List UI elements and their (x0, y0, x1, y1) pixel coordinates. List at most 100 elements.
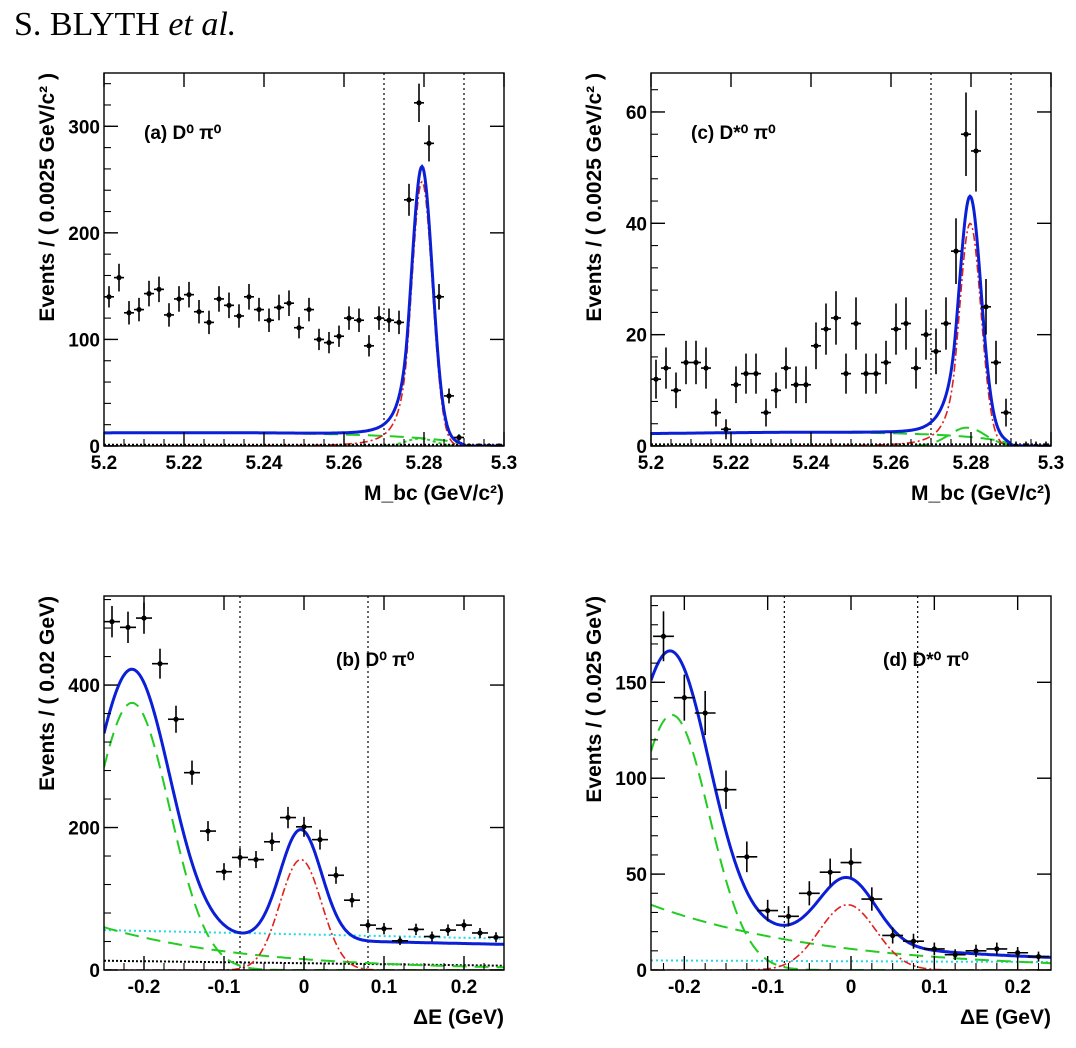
data-point (360, 919, 376, 931)
data-point (991, 340, 1001, 385)
data-point (831, 291, 841, 345)
x-axis-title: M_bc (GeV/c²) (911, 482, 1051, 505)
data-point (1001, 398, 1011, 427)
x-axis-title: ΔE (GeV) (413, 1006, 504, 1029)
x-tick-label: 5.2 (638, 453, 664, 474)
data-point (841, 353, 851, 394)
data-point (694, 690, 716, 736)
total-fit-curve (651, 194, 1051, 446)
y-tick-label: 0 (636, 961, 647, 982)
panel-label: (c) D*⁰ π⁰ (691, 123, 776, 144)
data-point (861, 353, 871, 394)
page-header: S. BLYTH et al. (14, 6, 236, 44)
x-tick-label: 0 (299, 977, 310, 998)
data-point (444, 388, 454, 404)
data-point (174, 286, 184, 312)
y-tick-label: 0 (89, 961, 100, 982)
data-point (821, 303, 831, 355)
data-point (392, 936, 408, 946)
x-tick-label: 0 (846, 977, 857, 998)
data-point (328, 866, 344, 884)
x-tick-label: 0.1 (921, 977, 948, 998)
x-tick-label: 5.3 (491, 453, 517, 474)
signal-fit-curve (651, 903, 1051, 970)
panel-label: (b) D⁰ π⁰ (336, 650, 415, 671)
plot-area (104, 596, 504, 970)
data-point (882, 927, 904, 944)
y-tick-label: 0 (636, 437, 647, 458)
data-point (284, 290, 294, 316)
data-point (903, 933, 924, 949)
x-axis-title: M_bc (GeV/c²) (364, 482, 504, 505)
y-tick-label: 40 (626, 214, 647, 235)
data-point (671, 372, 681, 409)
peaking-background-curve (651, 426, 1051, 446)
data-point (194, 299, 204, 324)
axis-ticks (651, 596, 1051, 971)
data-point (304, 297, 314, 322)
panel-c-mbc-dstar0pi0: 5.2 5.22 5.24 5.26 5.28 5.3 0 20 40 60 M_bc (GeV/c… (583, 72, 1064, 505)
data-point (721, 419, 731, 440)
x-tick-label: 5.28 (953, 453, 990, 474)
data-point (440, 924, 456, 936)
data-point (200, 821, 216, 842)
plot-area (651, 596, 1051, 970)
data-point (661, 347, 671, 389)
data-point (216, 863, 232, 881)
data-point (891, 303, 901, 355)
data-point (312, 829, 328, 850)
data-point (394, 310, 404, 335)
data-point (1028, 951, 1049, 962)
continuum-curve (104, 929, 504, 940)
data-point (701, 347, 711, 389)
panel-d-deltae-dstar0pi0: -0.2 -0.1 0 0.1 0.2 0 50 100 150 ΔE (GeV) Events /… (583, 595, 1052, 1029)
y-tick-label: 0 (89, 437, 100, 458)
data-point (424, 931, 440, 942)
x-tick-label: 5.28 (406, 453, 443, 474)
data-point (798, 881, 820, 906)
data-point (204, 310, 214, 335)
x-tick-label: 5.2 (91, 453, 117, 474)
data-point (921, 309, 931, 360)
y-tick-label: 100 (615, 769, 647, 790)
data-point (232, 848, 248, 867)
data-point (408, 923, 424, 936)
data-point (736, 841, 758, 873)
panel-label: (a) D⁰ π⁰ (144, 123, 222, 144)
panel-b-deltae-d0pi0: -0.2 -0.1 0 0.1 0.2 0 200 400 ΔE (GeV) Events / (… (36, 595, 505, 1029)
data-point (248, 851, 264, 869)
data-point (965, 944, 987, 957)
data-point (472, 927, 488, 938)
data-point (104, 605, 120, 638)
feed-down-curve (651, 713, 1051, 970)
data-point (653, 611, 674, 662)
data-point (715, 770, 737, 809)
data-point (881, 340, 891, 385)
axis-ticks (650, 73, 1052, 447)
x-tick-label: -0.2 (128, 977, 161, 998)
data-point (164, 303, 174, 327)
data-point (681, 340, 691, 385)
data-point (801, 366, 811, 404)
data-point (120, 611, 136, 644)
y-axis-title: Events / ( 0.02 GeV) (36, 596, 59, 791)
data-point (819, 858, 841, 886)
bb-background-curve (651, 903, 1051, 965)
data-point (364, 335, 374, 357)
y-tick-label: 200 (68, 224, 100, 245)
data-point (280, 806, 296, 829)
total-fit-curve (651, 649, 1051, 959)
data-point (454, 434, 464, 441)
x-tick-label: 0.2 (1004, 977, 1030, 998)
plot-frame (650, 595, 1052, 971)
author-etal: et al. (168, 6, 237, 43)
data-point (951, 218, 961, 284)
x-tick-label: -0.1 (751, 977, 784, 998)
x-tick-label: -0.2 (668, 977, 701, 998)
x-tick-label: 5.3 (1038, 453, 1064, 474)
data-point (871, 353, 881, 394)
x-axis-title: ΔE (GeV) (960, 1006, 1051, 1029)
data-point (911, 347, 921, 389)
data-point (941, 297, 951, 350)
